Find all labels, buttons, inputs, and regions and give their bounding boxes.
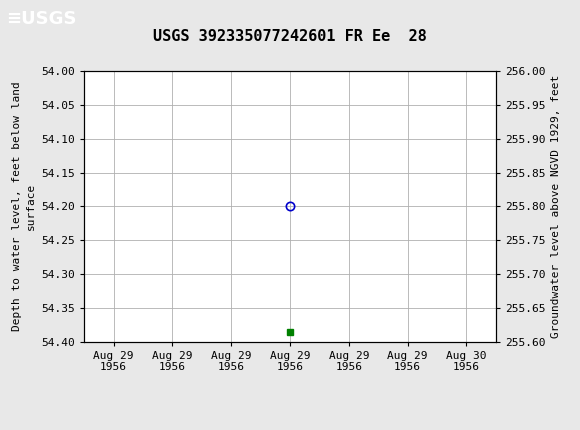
Text: USGS 392335077242601 FR Ee  28: USGS 392335077242601 FR Ee 28 — [153, 29, 427, 44]
Y-axis label: Depth to water level, feet below land
surface: Depth to water level, feet below land su… — [12, 82, 36, 331]
Text: ≡USGS: ≡USGS — [6, 10, 77, 28]
Y-axis label: Groundwater level above NGVD 1929, feet: Groundwater level above NGVD 1929, feet — [551, 75, 561, 338]
